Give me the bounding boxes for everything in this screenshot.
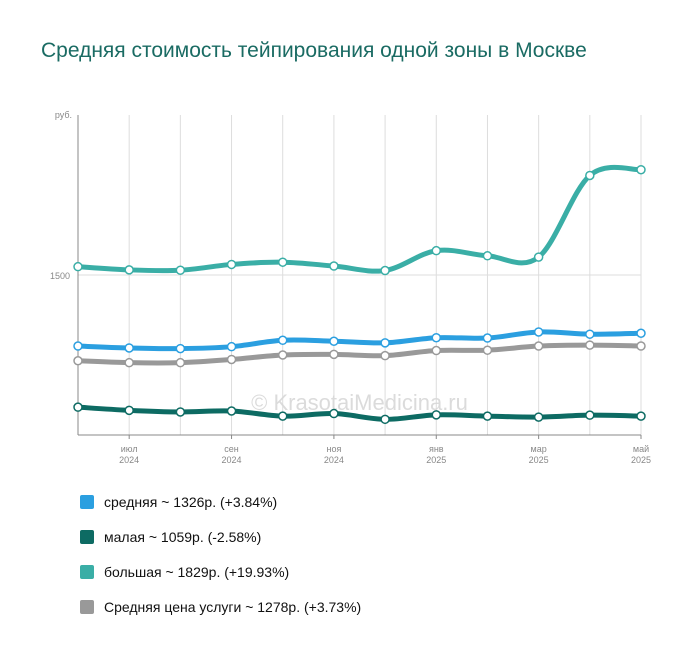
data-point [585,329,595,339]
x-tick-label-year: 2024 [324,455,344,465]
legend-item-srednyaya[interactable]: средняя ~ 1326р. (+3.84%) [80,484,361,519]
legend: средняя ~ 1326р. (+3.84%) малая ~ 1059р.… [80,484,361,624]
watermark: © KrasotaiMedicina.ru [251,390,468,415]
legend-item-average-price[interactable]: Средняя цена услуги ~ 1278р. (+3.73%) [80,589,361,624]
data-point [585,410,595,420]
legend-label: малая ~ 1059р. (-2.58%) [104,528,262,545]
data-point [124,343,134,353]
data-point [431,410,442,420]
data-point [124,265,134,275]
x-tick-label-month: янв [429,444,444,454]
data-point [175,343,186,354]
data-point [585,340,595,350]
legend-swatch [80,599,94,614]
x-tick-label-year: 2024 [119,455,139,465]
data-point [585,170,595,181]
data-point [533,341,544,351]
data-point [73,356,83,366]
data-point [124,405,134,416]
data-point [329,408,339,419]
data-point [226,259,237,270]
y-tick-label: 1500 [50,271,70,281]
data-point [380,350,390,361]
data-point [380,265,390,276]
data-point [73,341,83,351]
chart-title: Средняя стоимость тейпирования одной зон… [41,39,587,62]
x-tick-label-year: 2024 [222,455,242,465]
y-unit-label: руб. [55,110,72,120]
data-point [73,402,83,412]
legend-label: большая ~ 1829р. (+19.93%) [104,563,290,580]
data-point [226,406,237,416]
data-point [533,252,544,262]
data-point [175,265,186,275]
legend-label: Средняя цена услуги ~ 1278р. (+3.73%) [104,598,362,615]
data-point [329,349,339,360]
data-point [380,338,390,348]
data-point [533,327,544,337]
x-tick-label-month: май [633,444,649,454]
data-point [277,411,288,421]
x-tick-label-month: июл [121,444,138,454]
data-point [329,261,339,271]
data-point [431,345,442,356]
x-tick-label-year: 2025 [529,455,549,465]
legend-item-bolshaya[interactable]: большая ~ 1829р. (+19.93%) [80,554,361,589]
data-point [380,414,390,425]
x-tick-label-month: сен [224,444,239,454]
data-point [175,407,186,417]
data-point [431,332,442,343]
data-point [226,354,237,365]
data-point [636,328,646,338]
data-point [533,412,544,422]
data-point [482,411,493,421]
data-point [431,245,442,256]
data-point [277,335,288,346]
x-tick-label-month: мар [531,444,547,454]
data-point [636,341,646,351]
data-point [482,333,493,343]
data-point [175,357,186,368]
legend-swatch [80,494,94,509]
series-line [75,165,644,274]
data-point [277,257,288,267]
data-point [226,341,237,352]
data-point [482,345,493,355]
legend-swatch [80,564,94,579]
data-point [73,261,83,272]
legend-label: средняя ~ 1326р. (+3.84%) [104,493,278,510]
data-point [124,357,134,368]
data-point [636,164,646,175]
x-tick-label-year: 2025 [631,455,651,465]
data-point [482,251,493,261]
legend-swatch [80,529,94,544]
data-point [277,350,288,360]
legend-item-malaya[interactable]: малая ~ 1059р. (-2.58%) [80,519,361,554]
x-tick-label-year: 2025 [426,455,446,465]
data-point [636,411,646,421]
data-point [329,336,339,346]
x-tick-label-month: ноя [326,444,341,454]
